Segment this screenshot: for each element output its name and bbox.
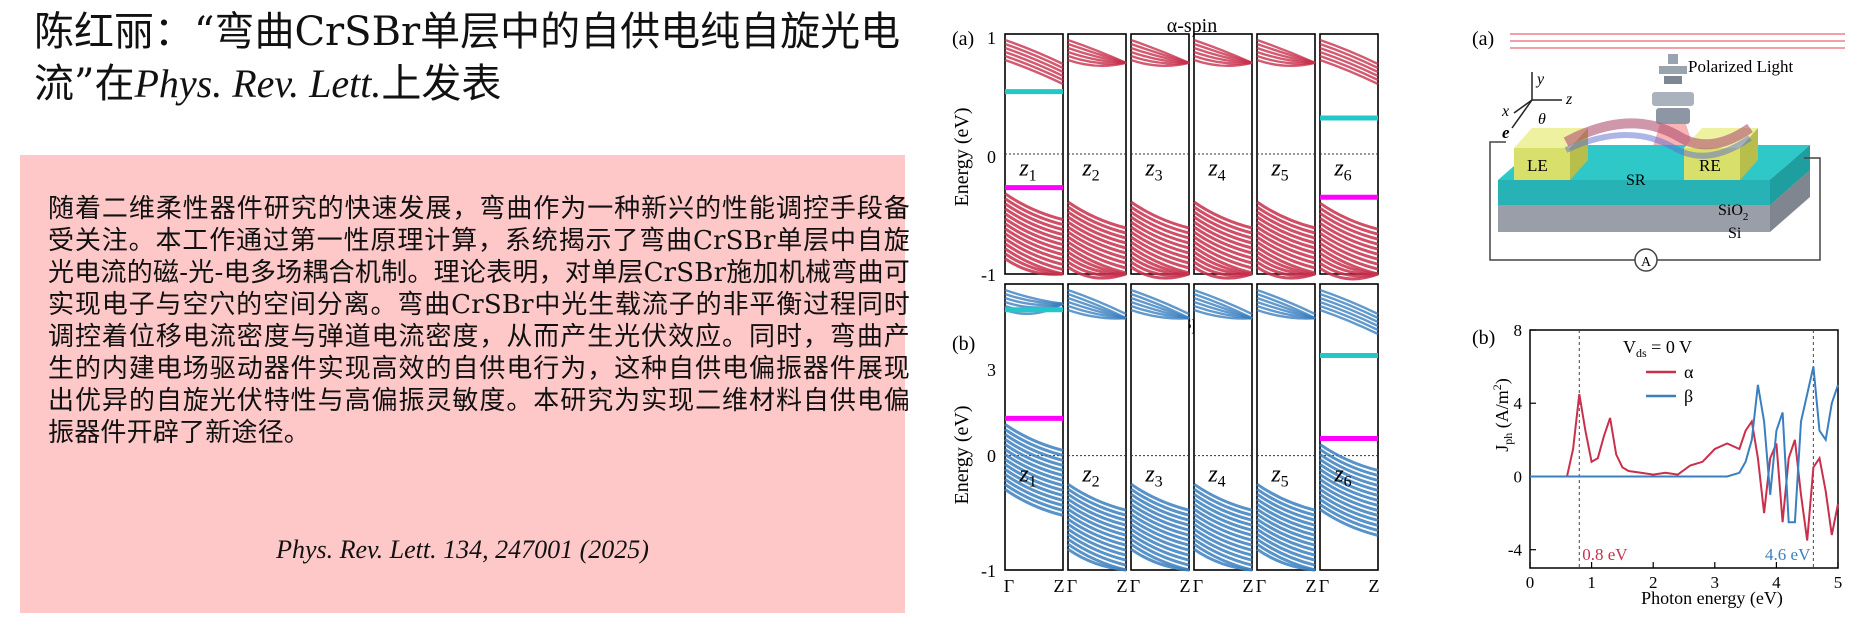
beta-k-z-6: Z xyxy=(1369,576,1380,596)
y-tick-label-1: 0 xyxy=(1514,467,1523,486)
channel-label: SR xyxy=(1626,172,1646,189)
panel-a-label: (a) xyxy=(952,28,974,50)
beta-k-gamma-1: Γ xyxy=(1004,576,1014,596)
x-tick-label-0: 0 xyxy=(1526,573,1535,592)
circuit-wire xyxy=(1489,141,1635,261)
chart-ylabel: Jph (A/m2) xyxy=(1490,378,1515,452)
chart-xlabel: Photon energy (eV) xyxy=(1641,588,1783,609)
beta-k-gamma-3: Γ xyxy=(1130,576,1140,596)
legend-beta: β xyxy=(1684,386,1693,406)
beta-panel-2: z2Γ Z xyxy=(1067,283,1128,596)
ammeter xyxy=(1634,248,1658,272)
x-tick-label-4: 4 xyxy=(1772,573,1781,592)
alpha-ytick-top: 1 xyxy=(987,28,996,48)
beta-k-gamma-5: Γ xyxy=(1256,576,1266,596)
axis-z: z xyxy=(1565,91,1573,108)
panel-b-label: (b) xyxy=(952,333,975,355)
x-tick-label-3: 3 xyxy=(1711,573,1720,592)
chart-frame xyxy=(1529,329,1839,569)
objective-lens xyxy=(1652,54,1694,124)
axis-y: y xyxy=(1535,71,1545,88)
right-electrode-label: RE xyxy=(1699,156,1721,175)
beta-panel-4: z4Γ Z xyxy=(1193,283,1254,596)
onset-label-0: 0.8 eV xyxy=(1582,545,1628,564)
beta-ytick-zero: 0 xyxy=(987,446,996,466)
photocurrent-chart: (b) Jph (A/m2) Photon energy (eV) Vds = … xyxy=(1472,321,1842,609)
polarized-light-label: Polarized Light xyxy=(1688,57,1794,76)
beta-k-gamma-4: Γ xyxy=(1193,576,1203,596)
substrate-label: Si xyxy=(1728,225,1742,242)
x-tick-label-5: 5 xyxy=(1834,573,1843,592)
series-line-beta xyxy=(1530,366,1839,524)
alpha-spin-title: α-spin xyxy=(1167,15,1217,37)
beta-panel-1: z1Γ Z xyxy=(1004,283,1065,596)
onset-label-1: 4.6 eV xyxy=(1765,545,1811,564)
beta-ytick-top: 3 xyxy=(987,360,996,380)
beta-k-z-4: Z xyxy=(1243,576,1254,596)
band-structure-figure: α-spin β-spin (a) (b) Energy (eV) Energy… xyxy=(951,15,1380,596)
x-tick-label-1: 1 xyxy=(1587,573,1596,592)
oxide-label: SiO2 xyxy=(1718,202,1748,223)
abstract-box: 随着二维柔性器件研究的快速发展，弯曲作为一种新兴的性能调控手段备受关注。本工作通… xyxy=(20,155,910,613)
alpha-ylabel: Energy (eV) xyxy=(951,107,973,206)
beta-panel-3: z3Γ Z xyxy=(1130,283,1191,596)
beta-k-gamma-6: Γ xyxy=(1319,576,1329,596)
chart-legend: α β xyxy=(1646,362,1694,406)
light-beam xyxy=(1510,33,1845,49)
beta-panel-5: z5Γ Z xyxy=(1256,283,1317,596)
beta-k-z-5: Z xyxy=(1306,576,1317,596)
y-tick-label-2: 4 xyxy=(1514,394,1523,413)
x-tick-label-2: 2 xyxy=(1649,573,1658,592)
chart-annotation: Vds = 0 V xyxy=(1623,337,1692,360)
y-tick-label-0: -4 xyxy=(1508,541,1523,560)
beta-k-z-3: Z xyxy=(1180,576,1191,596)
alpha-ytick-zero: 0 xyxy=(987,147,996,167)
axis-e: e xyxy=(1502,123,1510,142)
abstract-text: 随着二维柔性器件研究的快速发展，弯曲作为一种新兴的性能调控手段备受关注。本工作通… xyxy=(48,194,910,448)
title-suffix: 上发表 xyxy=(381,61,502,107)
title-journal: Phys. Rev. Lett. xyxy=(134,61,382,106)
y-tick-label-3: 8 xyxy=(1514,321,1523,340)
coordinate-axes: y z x e θ xyxy=(1501,71,1573,142)
ammeter-label: A xyxy=(1641,255,1652,270)
beta-ytick-bottom: -1 xyxy=(981,561,996,581)
beta-ylabel: Energy (eV) xyxy=(951,405,973,504)
page-title: 陈红丽：“弯曲CrSBr单层中的自供电纯自旋光电流”在Phys. Rev. Le… xyxy=(34,6,914,110)
chart-panel-label: (b) xyxy=(1472,327,1495,349)
axis-x: x xyxy=(1501,103,1509,120)
citation: Phys. Rev. Lett. 134, 247001 (2025) xyxy=(276,535,649,564)
beta-k-z-1: Z xyxy=(1054,576,1065,596)
title-prefix: 陈红丽：“弯曲CrSBr单层中的自供电纯自旋光电流”在 xyxy=(34,9,901,107)
bent-monolayer xyxy=(1563,118,1753,150)
device-schematic: (a) Polarized Light y z x e θ xyxy=(1472,28,1845,272)
beta-k-gamma-2: Γ xyxy=(1067,576,1077,596)
beta-k-z-2: Z xyxy=(1117,576,1128,596)
beta-panel-6: z6Γ Z xyxy=(1319,283,1380,596)
alpha-ytick-bottom: -1 xyxy=(981,265,996,285)
left-electrode-label: LE xyxy=(1527,156,1548,175)
legend-alpha: α xyxy=(1684,362,1694,382)
device-panel-label: (a) xyxy=(1472,28,1494,50)
series-line-alpha xyxy=(1530,393,1839,541)
axis-theta: θ xyxy=(1538,111,1546,128)
